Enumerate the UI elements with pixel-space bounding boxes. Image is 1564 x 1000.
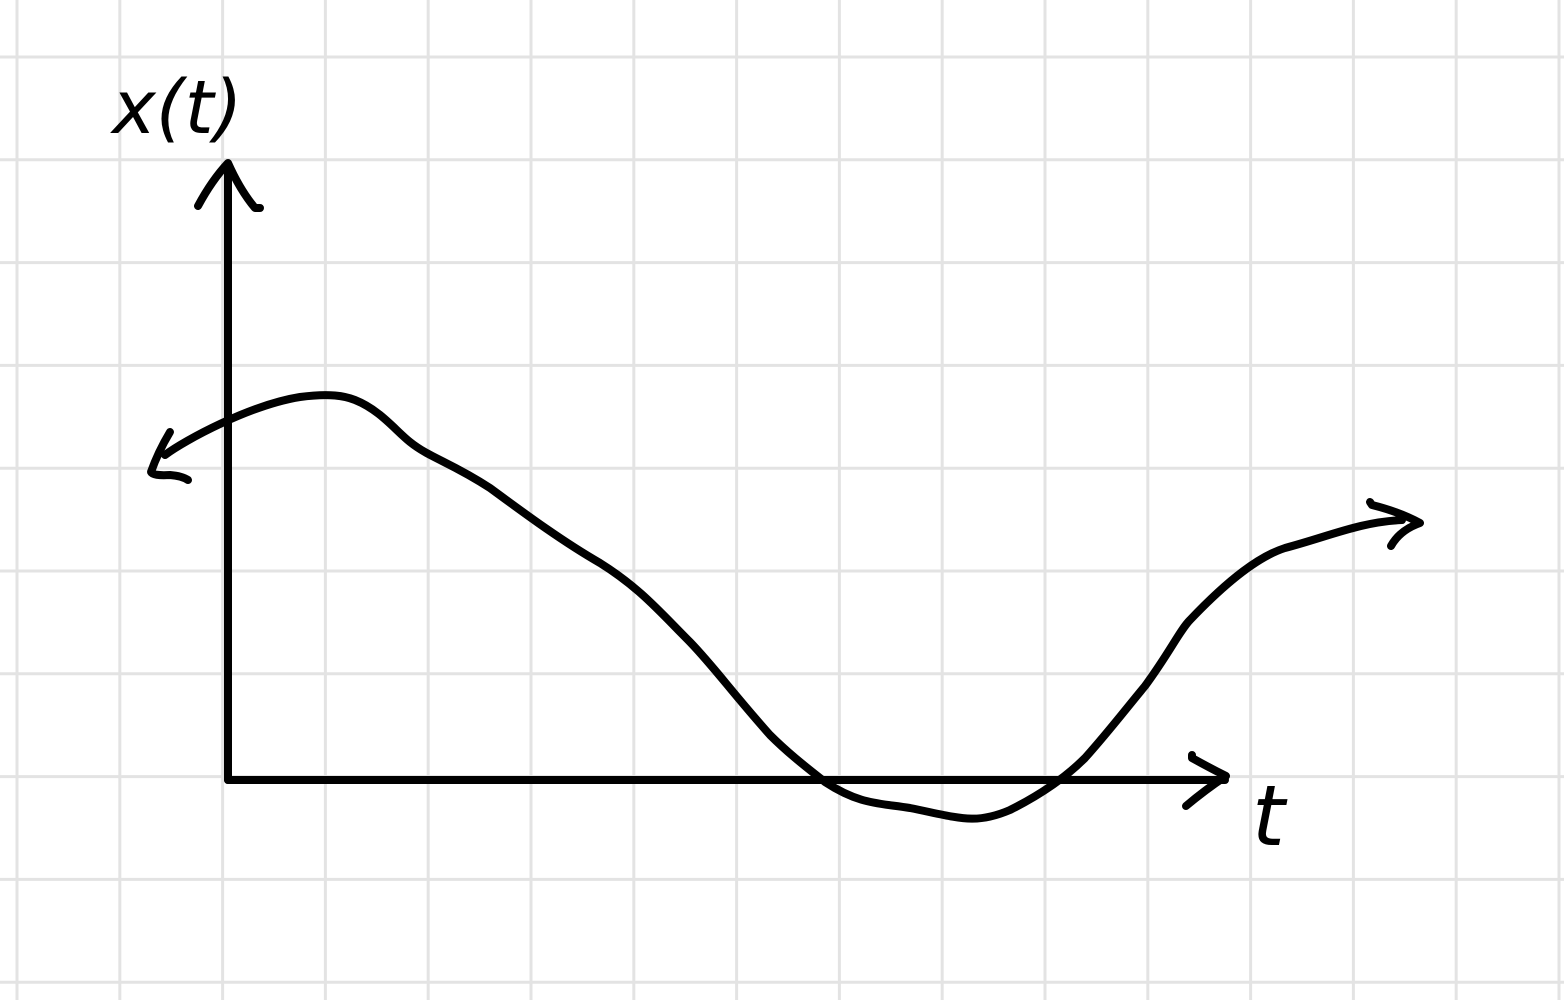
y-axis-label: x(t) (110, 65, 243, 151)
x-axis-label: t (1252, 767, 1288, 865)
y-axis-arrowhead (194, 159, 264, 212)
curve (161, 391, 1406, 823)
curve-left-arrowhead (147, 428, 192, 484)
x-axis-arrowhead (1182, 751, 1230, 810)
curve-right-arrowhead (1366, 498, 1424, 550)
